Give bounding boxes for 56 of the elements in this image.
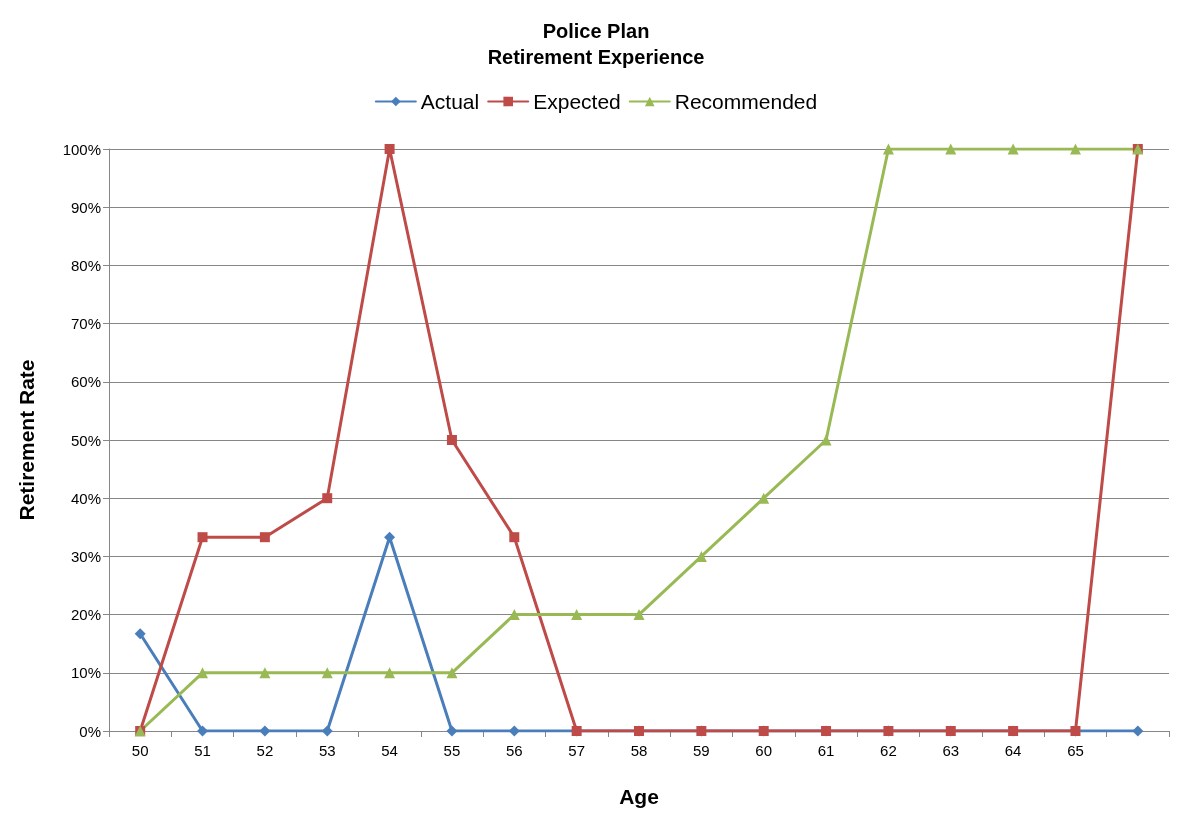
legend-label: Recommended <box>674 90 818 113</box>
point <box>1132 725 1144 737</box>
y-tick-label: 50% <box>70 431 101 449</box>
x-tick-label: 53 <box>318 742 336 759</box>
x-axis-title: Age <box>619 785 659 808</box>
x-tick-label: 54 <box>381 742 398 759</box>
x-tick-label: 59 <box>693 742 710 759</box>
x-tick-label: 51 <box>194 742 211 759</box>
x-tick-label: 52 <box>256 742 274 759</box>
y-tick-label: 10% <box>70 664 101 682</box>
point <box>259 532 270 543</box>
point <box>509 532 520 543</box>
y-tick-label: 40% <box>70 489 101 507</box>
legend-label: Actual <box>420 90 480 113</box>
x-tick-label: 61 <box>817 742 835 759</box>
y-tick-label: 80% <box>70 256 101 274</box>
point <box>259 725 271 737</box>
point <box>384 144 395 154</box>
legend-label: Expected <box>533 90 621 113</box>
x-tick-label: 62 <box>880 742 897 759</box>
point <box>882 143 894 155</box>
point <box>322 493 333 504</box>
point <box>134 628 146 640</box>
point <box>197 532 208 543</box>
y-tick-label: 100% <box>62 140 101 158</box>
y-tick-label: 70% <box>70 315 101 333</box>
y-tick-label: 0% <box>79 722 101 740</box>
y-tick-label: 60% <box>70 373 101 391</box>
point <box>446 667 458 679</box>
point <box>259 667 271 679</box>
y-tick-label: 20% <box>70 606 101 624</box>
point <box>1069 143 1081 155</box>
point <box>384 667 396 679</box>
x-tick-label: 56 <box>505 742 523 759</box>
point <box>945 143 957 155</box>
y-tick-label: 30% <box>70 547 101 565</box>
x-tick-label: 57 <box>568 742 585 759</box>
chart-title: Police Plan <box>542 20 650 42</box>
point <box>1007 143 1019 155</box>
point <box>633 609 645 621</box>
point <box>446 435 457 445</box>
point <box>446 725 458 737</box>
x-tick-label: 50 <box>131 742 149 759</box>
x-tick-label: 63 <box>942 742 960 759</box>
point <box>197 667 209 679</box>
x-tick-label: 65 <box>1067 742 1084 759</box>
point <box>384 531 396 543</box>
y-tick-label: 90% <box>70 198 101 216</box>
x-tick-label: 64 <box>1004 742 1022 759</box>
chart-subtitle: Retirement Experience <box>487 46 705 68</box>
x-tick-label: 60 <box>755 742 773 759</box>
x-tick-label: 55 <box>443 742 461 759</box>
point <box>571 609 583 621</box>
x-tick-label: 58 <box>630 742 648 759</box>
y-axis-title: Retirement Rate <box>15 359 38 521</box>
point <box>321 667 333 679</box>
